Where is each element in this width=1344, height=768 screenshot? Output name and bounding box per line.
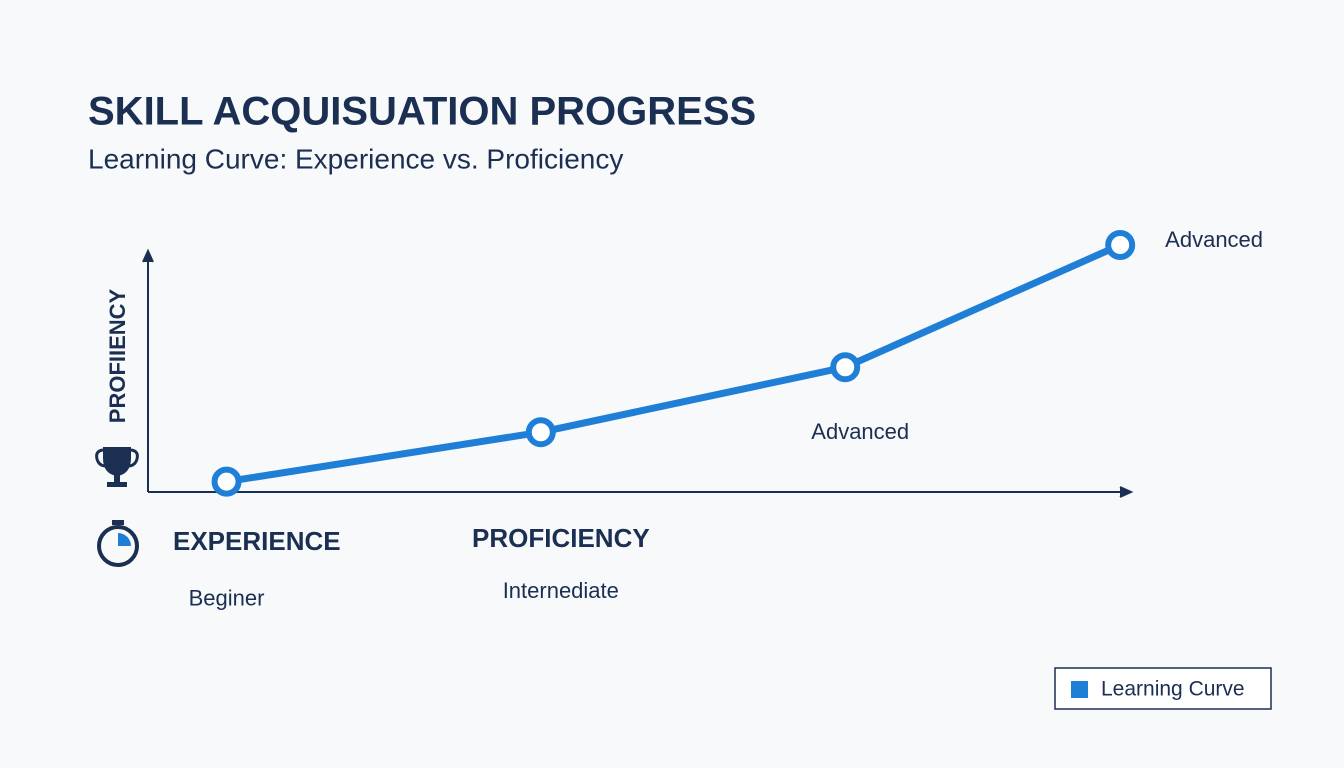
legend-box [1054,667,1272,710]
legend-swatch [1071,681,1088,698]
point-label: Beginer [189,585,265,610]
point-label: Advanced [1165,227,1263,252]
data-point [525,417,556,448]
x-axis-label: EXPERIENCE [173,526,341,556]
x-axis-label: PROFICIENCY [472,523,650,553]
chart-subtitle: Learning Curve: Experience vs. Proficien… [88,143,623,174]
data-point [830,352,861,383]
data-point [211,466,242,497]
axes [142,248,1134,498]
line-series [223,241,1124,486]
legend-label[interactable]: Learning Curve [1101,678,1245,701]
chart-title: SKILL ACQUISUATION PROGRESS [88,90,756,134]
data-point [1105,230,1136,260]
point-label: Advanced [811,419,909,444]
point-label: Internediate [503,578,619,603]
y-axis-label: PROFIIENCY [105,288,130,423]
stopwatch-icon [97,520,139,567]
legend: Learning Curve [1054,667,1272,710]
trophy-icon [95,447,139,487]
